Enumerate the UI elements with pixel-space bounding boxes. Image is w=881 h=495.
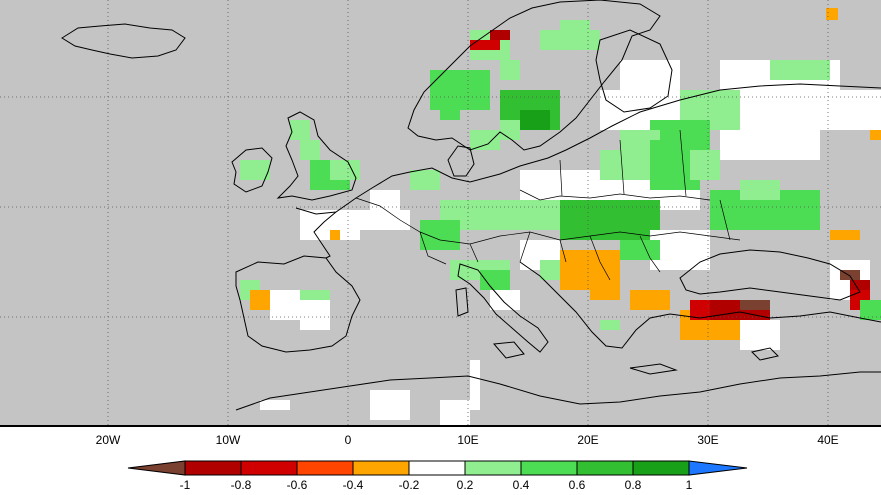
grid-cell (330, 160, 360, 180)
colorbar-box (632, 460, 690, 476)
grid-cell (300, 140, 320, 160)
map-canvas (0, 0, 881, 425)
colorbar-label-04: 0.4 (512, 478, 530, 492)
crete-coast (629, 363, 678, 375)
continental-europe-coast (295, 83, 881, 215)
grid-cell (520, 110, 550, 130)
graticule (0, 0, 881, 425)
grid-cell (870, 130, 881, 140)
lon-label-10w: 10W (215, 433, 241, 447)
grid-cell (740, 300, 770, 310)
scandinavia-coast (407, 0, 661, 151)
grid-cell (240, 160, 270, 180)
grid-cell (740, 320, 780, 350)
colorbar-box (464, 460, 522, 476)
colorbar-label-neg06: -0.6 (286, 478, 308, 492)
grid-cell (600, 320, 620, 330)
correlation-map (0, 0, 881, 425)
colorbar-label-06: 0.6 (568, 478, 586, 492)
colorbar-label-neg04: -0.4 (342, 478, 364, 492)
grid-cell (630, 290, 670, 310)
grid-cell (560, 200, 660, 240)
grid-cell (290, 120, 310, 140)
black-sea-coast (679, 249, 861, 301)
grid-cell (600, 280, 620, 300)
colorbar-label-neg02: -0.2 (398, 478, 420, 492)
grid-cell (300, 300, 330, 330)
grid-cell (500, 60, 520, 80)
grid-cell (500, 120, 520, 140)
grid-cell (500, 200, 560, 230)
grid-cell (480, 270, 510, 290)
iberia-coast (235, 255, 361, 353)
grid-cell (560, 20, 590, 40)
colorbar-box (408, 460, 466, 476)
lon-label-0: 0 (344, 433, 352, 447)
balkan-coast (519, 261, 881, 349)
grid-cell (470, 360, 480, 410)
grid-cell (360, 210, 410, 230)
colorbar-label-08: 0.8 (624, 478, 642, 492)
colorbar (127, 460, 748, 476)
britain-coast (276, 111, 357, 201)
grid-cells (240, 8, 881, 425)
colorbar-box (240, 460, 298, 476)
grid-cell (490, 30, 510, 40)
grid-cell (740, 180, 780, 200)
france-west-coast (313, 211, 337, 259)
colorbar-box (520, 460, 578, 476)
lon-label-10e: 10E (457, 433, 479, 447)
colorbar-box (184, 460, 242, 476)
north-africa-coast (235, 371, 881, 411)
grid-cell (420, 220, 460, 250)
grid-cell (830, 230, 860, 240)
grid-cell (440, 100, 460, 120)
colorbar-box (576, 460, 634, 476)
grid-cell (620, 240, 660, 260)
coastlines (61, 0, 881, 411)
map-bottom-axis (0, 425, 881, 427)
iceland-coast (61, 23, 186, 59)
grid-cell (300, 290, 330, 300)
grid-cell (330, 230, 340, 240)
lon-label-20e: 20E (577, 433, 599, 447)
grid-cell (470, 130, 500, 150)
borders-central (355, 129, 741, 281)
grid-cell (850, 280, 870, 290)
grid-cell (270, 290, 300, 320)
grid-cell (250, 290, 270, 310)
grid-cell (770, 60, 830, 80)
grid-cell (860, 300, 881, 320)
grid-cell (410, 170, 440, 190)
denmark-coast (447, 145, 475, 177)
colorbar-box (352, 460, 410, 476)
cyprus-coast (751, 347, 779, 361)
sardinia-coast (455, 287, 469, 317)
grid-cell (690, 150, 720, 180)
grid-cell (840, 270, 860, 280)
grid-cell (540, 260, 560, 280)
colorbar-label-02: 0.2 (456, 478, 474, 492)
grid-cell (826, 8, 838, 20)
colorbar-label-neg1: -1 (179, 478, 191, 492)
grid-cell (470, 40, 500, 50)
colorbar-box (296, 460, 354, 476)
finland-coast (595, 29, 673, 113)
grid-cell (490, 290, 520, 310)
ireland-coast (231, 147, 273, 193)
italy-coast (457, 263, 549, 353)
colorbar-label-neg08: -0.8 (230, 478, 252, 492)
colorbar-arrow-high (688, 460, 748, 476)
grid-cell (370, 390, 410, 420)
lon-label-40e: 40E (817, 433, 839, 447)
grid-cell (820, 90, 881, 130)
colorbar-arrow-low (127, 460, 186, 476)
sicily-coast (492, 341, 525, 359)
colorbar-label-1: 1 (685, 478, 693, 492)
lon-label-20w: 20W (95, 433, 121, 447)
grid-cell (440, 400, 470, 425)
grid-cell (260, 400, 290, 410)
lon-label-30e: 30E (697, 433, 719, 447)
